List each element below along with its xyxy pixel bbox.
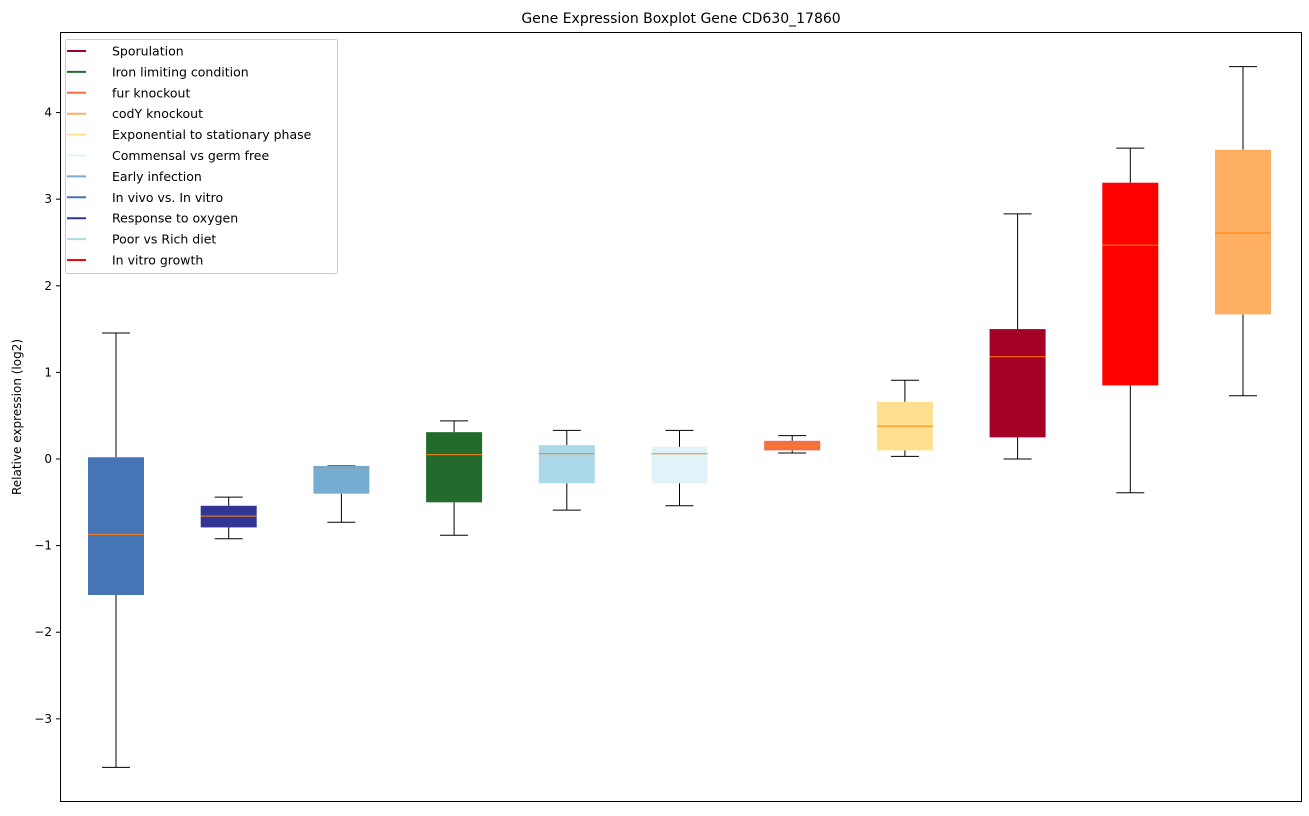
y-tick-label: 0 xyxy=(44,452,52,466)
y-axis-label: Relative expression (log2) xyxy=(10,339,24,495)
box xyxy=(538,445,595,484)
legend-label: Sporulation xyxy=(112,44,184,59)
plot-frame xyxy=(60,32,1302,802)
box xyxy=(313,465,370,494)
legend-label: In vivo vs. In vitro xyxy=(112,190,223,205)
legend-label: Exponential to stationary phase xyxy=(112,127,312,142)
legend-label: codY knockout xyxy=(112,106,203,121)
box-early-infection xyxy=(313,465,370,523)
legend: Sporulation Iron limiting condition fur kn… xyxy=(65,39,338,274)
y-tick-label: 2 xyxy=(44,279,52,293)
legend-label: Poor vs Rich diet xyxy=(112,232,216,247)
box-fur-knockout xyxy=(764,435,821,454)
y-tick-label: 1 xyxy=(44,365,52,379)
legend-label: Early infection xyxy=(112,169,202,184)
box-response-to-oxygen xyxy=(200,496,257,540)
box xyxy=(88,457,144,595)
box-exponential-to-stationary-phase xyxy=(876,379,933,457)
legend-frame xyxy=(65,39,338,274)
box-cody-knockout xyxy=(1215,66,1271,397)
box xyxy=(1102,182,1159,386)
box xyxy=(426,432,483,503)
box-commensal-vs-germ-free xyxy=(651,429,708,507)
legend-label: In vitro growth xyxy=(112,253,203,268)
box xyxy=(989,329,1046,438)
box-iron-limiting-condition xyxy=(426,420,483,536)
chart-title: Gene Expression Boxplot Gene CD630_17860 xyxy=(521,11,840,27)
legend-label: fur knockout xyxy=(112,85,190,100)
legend-label: Response to oxygen xyxy=(112,211,238,226)
box-in-vivo-vs-in-vitro xyxy=(88,332,144,768)
y-tick-label: −3 xyxy=(34,712,52,726)
box-in-vitro-growth xyxy=(1102,147,1159,494)
legend-label: Iron limiting condition xyxy=(112,64,249,79)
box-sporulation xyxy=(989,213,1046,460)
y-tick-label: 3 xyxy=(44,192,52,206)
y-tick-label: 4 xyxy=(44,106,52,120)
y-tick-label: −2 xyxy=(34,625,52,639)
box xyxy=(651,446,708,484)
y-tick-label: −1 xyxy=(34,539,52,553)
box xyxy=(1215,149,1271,315)
box-poor-vs-rich-diet xyxy=(538,429,595,511)
legend-label: Commensal vs germ free xyxy=(112,148,269,163)
